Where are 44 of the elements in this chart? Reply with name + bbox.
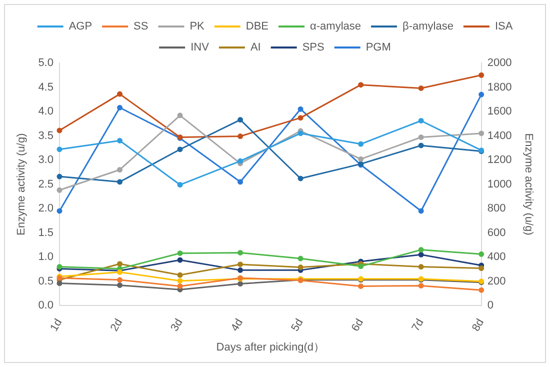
legend-label: INV: [190, 42, 210, 54]
y2-tick-label: 800: [487, 202, 506, 215]
y2-tick-label: 400: [487, 251, 506, 264]
y2-tick-label: 1200: [487, 154, 512, 166]
x-tick-label: 5d: [289, 316, 306, 334]
y2-axis-title: Enzyme activity (u/g): [522, 133, 534, 236]
legend-label: DBE: [246, 20, 269, 33]
y-tick-label: 4.5: [38, 81, 54, 94]
y-tick-label: 3.0: [38, 154, 54, 166]
legend-label: AI: [250, 42, 261, 54]
y2-tick-label: 1600: [487, 106, 512, 118]
x-tick-label: 7d: [410, 316, 426, 334]
y-tick-label: 2.5: [38, 178, 54, 190]
y-tick-label: 0.5: [38, 275, 54, 288]
y2-tick-label: 2000: [487, 57, 512, 70]
legend-label: α-amylase: [310, 20, 361, 33]
y-axis-title: Enzyme activity (u/g): [16, 133, 28, 236]
x-tick-label: 8d: [470, 316, 487, 334]
legend-label: β-amylase: [402, 20, 454, 33]
y2-tick-label: 1000: [487, 178, 512, 190]
y-tick-label: 4.0: [38, 106, 54, 118]
y2-tick-label: 0: [487, 300, 494, 312]
x-tick-label: 4d: [228, 316, 246, 334]
x-axis-title: Days after picking(d）: [216, 341, 325, 354]
y-tick-label: 5.0: [38, 57, 54, 70]
y-tick-label: 1.0: [38, 251, 54, 264]
y-tick-label: 3.5: [38, 130, 54, 142]
x-tick-label: 3d: [168, 316, 186, 334]
legend-label: SS: [134, 20, 148, 33]
y2-tick-label: 200: [487, 275, 506, 288]
y2-tick-label: 1400: [487, 130, 512, 142]
legend-label: AGP: [68, 20, 92, 33]
x-tick-label: 1d: [48, 316, 65, 334]
x-tick-label: 2d: [108, 316, 125, 334]
y-tick-label: 2.0: [38, 202, 54, 215]
y-tick-label: 1.5: [38, 226, 54, 239]
x-tick-label: 6d: [350, 316, 366, 334]
legend-label: PGM: [366, 42, 391, 54]
y2-tick-label: 1800: [487, 81, 512, 94]
y2-tick-label: 600: [487, 226, 506, 239]
legend-label: ISA: [494, 20, 514, 33]
legend-label: PK: [190, 20, 206, 33]
legend-label: SPS: [302, 42, 324, 54]
y-tick-label: 0.0: [38, 300, 54, 312]
